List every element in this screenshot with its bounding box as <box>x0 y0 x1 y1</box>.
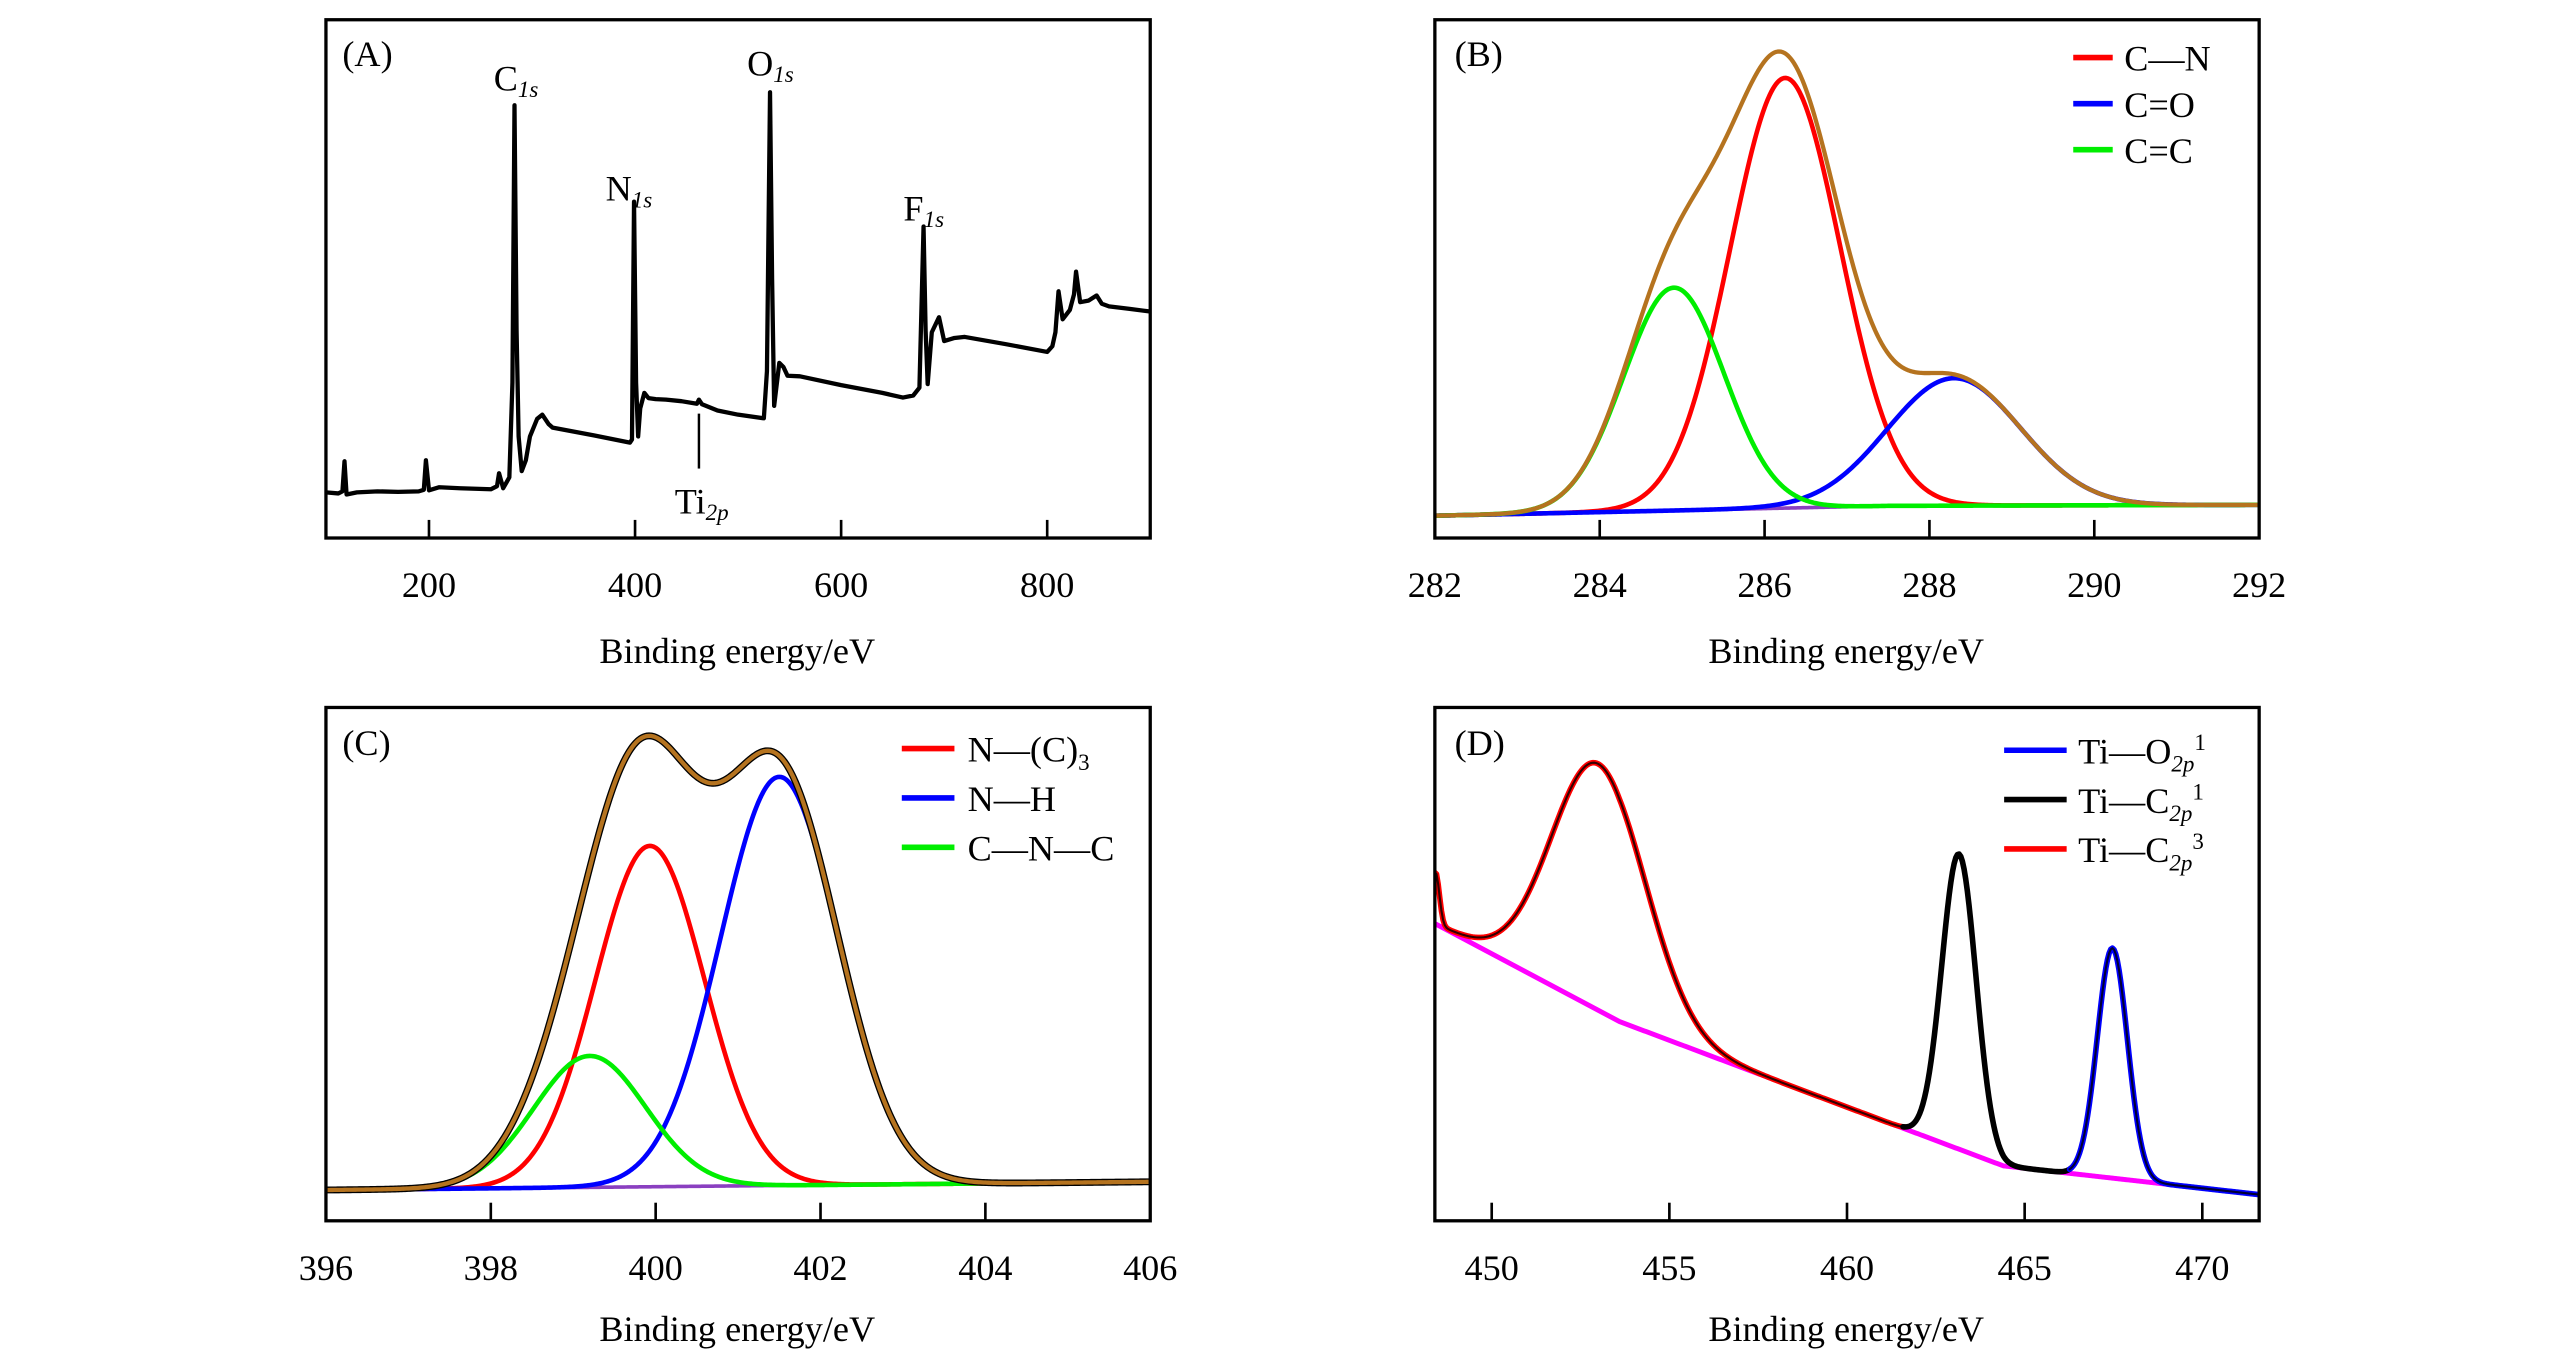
legend-item: Ti—C2p3 <box>2004 828 2204 875</box>
legend-label: C—N <box>2124 39 2210 79</box>
legend-label: N—(C)3 <box>968 730 1090 775</box>
x-tick-label: 286 <box>1737 565 1791 605</box>
plot-frame <box>324 18 1152 540</box>
fit-curve-core-line <box>2068 947 2260 1196</box>
legend-label-main: N—H <box>968 779 1056 819</box>
fit-curve-ti-c2p3 <box>1434 759 1908 1130</box>
peak-label-n1s: N1s <box>606 169 653 213</box>
peak-label-f1s: F1s <box>903 188 944 232</box>
survey-spectrum-line <box>325 90 1151 497</box>
plot-frame <box>324 705 1152 1223</box>
x-tick-label: 450 <box>1465 1248 1519 1288</box>
component-curve-c-n-c <box>325 1053 1151 1193</box>
legend-label-main: N—(C) <box>968 730 1079 770</box>
panel-a-survey-chart: (A) C1s N1s O1s F1s Ti2p Binding energy/… <box>324 18 1152 671</box>
panel-b-c1s-chart: (B) Binding energy/eV C—N C=O C=C 282 284 286… <box>1408 18 2286 671</box>
x-tick-label: 404 <box>958 1248 1012 1288</box>
panel-d-label: (D) <box>1455 723 1505 763</box>
envelope-fit-line <box>325 733 1151 1193</box>
plot-area <box>1434 759 2260 1198</box>
legend-label-main: C=O <box>2124 85 2195 125</box>
x-tick-label: 455 <box>1642 1248 1696 1288</box>
x-tick-label: 396 <box>299 1248 353 1288</box>
peak-label-ti2p: Ti2p <box>675 481 729 525</box>
envelope-fit-line <box>1434 49 2260 518</box>
legend-item: C=O <box>2073 85 2195 125</box>
x-tick-label: 292 <box>2232 565 2286 605</box>
legend-label-superscript: 1 <box>2192 779 2204 805</box>
legend-item: N—(C)3 <box>901 730 1090 775</box>
legend-label-superscript: 1 <box>2194 729 2206 755</box>
legend-label-subscript: 2p <box>2169 800 2192 826</box>
panel-b-label: (B) <box>1455 34 1503 74</box>
legend-label-main: C—N <box>2124 39 2210 79</box>
legend-label: Ti—C2p3 <box>2078 828 2204 875</box>
legend-label: Ti—O2p1 <box>2078 729 2206 776</box>
panel-a-label: (A) <box>342 34 392 74</box>
x-tick-label: 465 <box>1998 1248 2052 1288</box>
x-tick-label: 600 <box>814 565 868 605</box>
legend-label-main: C—N—C <box>968 828 1115 868</box>
component-curve-c-c <box>1434 285 2260 519</box>
legend-label: N—H <box>968 779 1056 819</box>
fit-curve-ti-o2p1 <box>2066 945 2260 1198</box>
plot-area <box>325 90 1151 497</box>
plot-frame <box>1433 18 2261 540</box>
legend-item: C—N <box>2073 39 2211 79</box>
x-tick-label: 288 <box>1902 565 1956 605</box>
panel-a-x-axis-title: Binding energy/eV <box>599 631 875 671</box>
legend-label-main: C=C <box>2124 131 2193 171</box>
legend-label-main: Ti—C <box>2078 781 2169 821</box>
x-tick-label: 398 <box>464 1248 518 1288</box>
fit-curve-ti-c2p1 <box>1900 851 2075 1175</box>
legend-label: C—N—C <box>968 828 1115 868</box>
x-tick-label: 282 <box>1408 565 1462 605</box>
x-tick-label: 402 <box>793 1248 847 1288</box>
x-tick-label: 284 <box>1573 565 1627 605</box>
panel-b-x-axis-title: Binding energy/eV <box>1708 631 1984 671</box>
fit-curve-core-line <box>1434 761 1906 1128</box>
x-tick-label: 290 <box>2067 565 2121 605</box>
legend-label-subscript: 2p <box>2171 751 2194 777</box>
legend-label: Ti—C2p1 <box>2078 779 2204 826</box>
x-tick-label: 400 <box>629 1248 683 1288</box>
x-tick-label: 400 <box>608 565 662 605</box>
legend-item: Ti—O2p1 <box>2004 729 2206 777</box>
panel-c-x-axis-title: Binding energy/eV <box>599 1309 875 1349</box>
legend-label-subscript: 2p <box>2169 849 2192 875</box>
legend-item: Ti—C2p1 <box>2004 779 2204 826</box>
panel-d-x-axis-title: Binding energy/eV <box>1708 1309 1984 1349</box>
plot-area <box>1434 49 2260 519</box>
x-tick-label: 406 <box>1123 1248 1177 1288</box>
legend-label: C=O <box>2124 85 2195 125</box>
legend-item: N—H <box>901 779 1056 819</box>
legend-item: C=C <box>2073 131 2193 171</box>
component-curve-n-c- <box>325 843 1151 1193</box>
legend-label: C=C <box>2124 131 2193 171</box>
x-tick-label: 470 <box>2175 1248 2229 1288</box>
legend-label-main: Ti—C <box>2078 830 2169 870</box>
panel-c-label: (C) <box>342 723 390 763</box>
baseline-line <box>1434 921 2260 1198</box>
peak-label-o1s: O1s <box>747 44 794 88</box>
x-tick-label: 460 <box>1820 1248 1874 1288</box>
legend-label-subscript: 3 <box>1078 749 1090 775</box>
plot-area <box>325 732 1151 1194</box>
legend-label-main: Ti—O <box>2078 731 2171 771</box>
x-tick-label: 800 <box>1020 565 1074 605</box>
panel-d-ti2p-chart: (D) Binding energy/eV Ti—O2p1Ti—C2p1Ti—C… <box>1433 705 2261 1349</box>
peak-label-c1s: C1s <box>494 58 539 102</box>
x-tick-label: 200 <box>402 565 456 605</box>
legend-item: C—N—C <box>901 828 1115 868</box>
legend-label-superscript: 3 <box>2192 828 2204 854</box>
